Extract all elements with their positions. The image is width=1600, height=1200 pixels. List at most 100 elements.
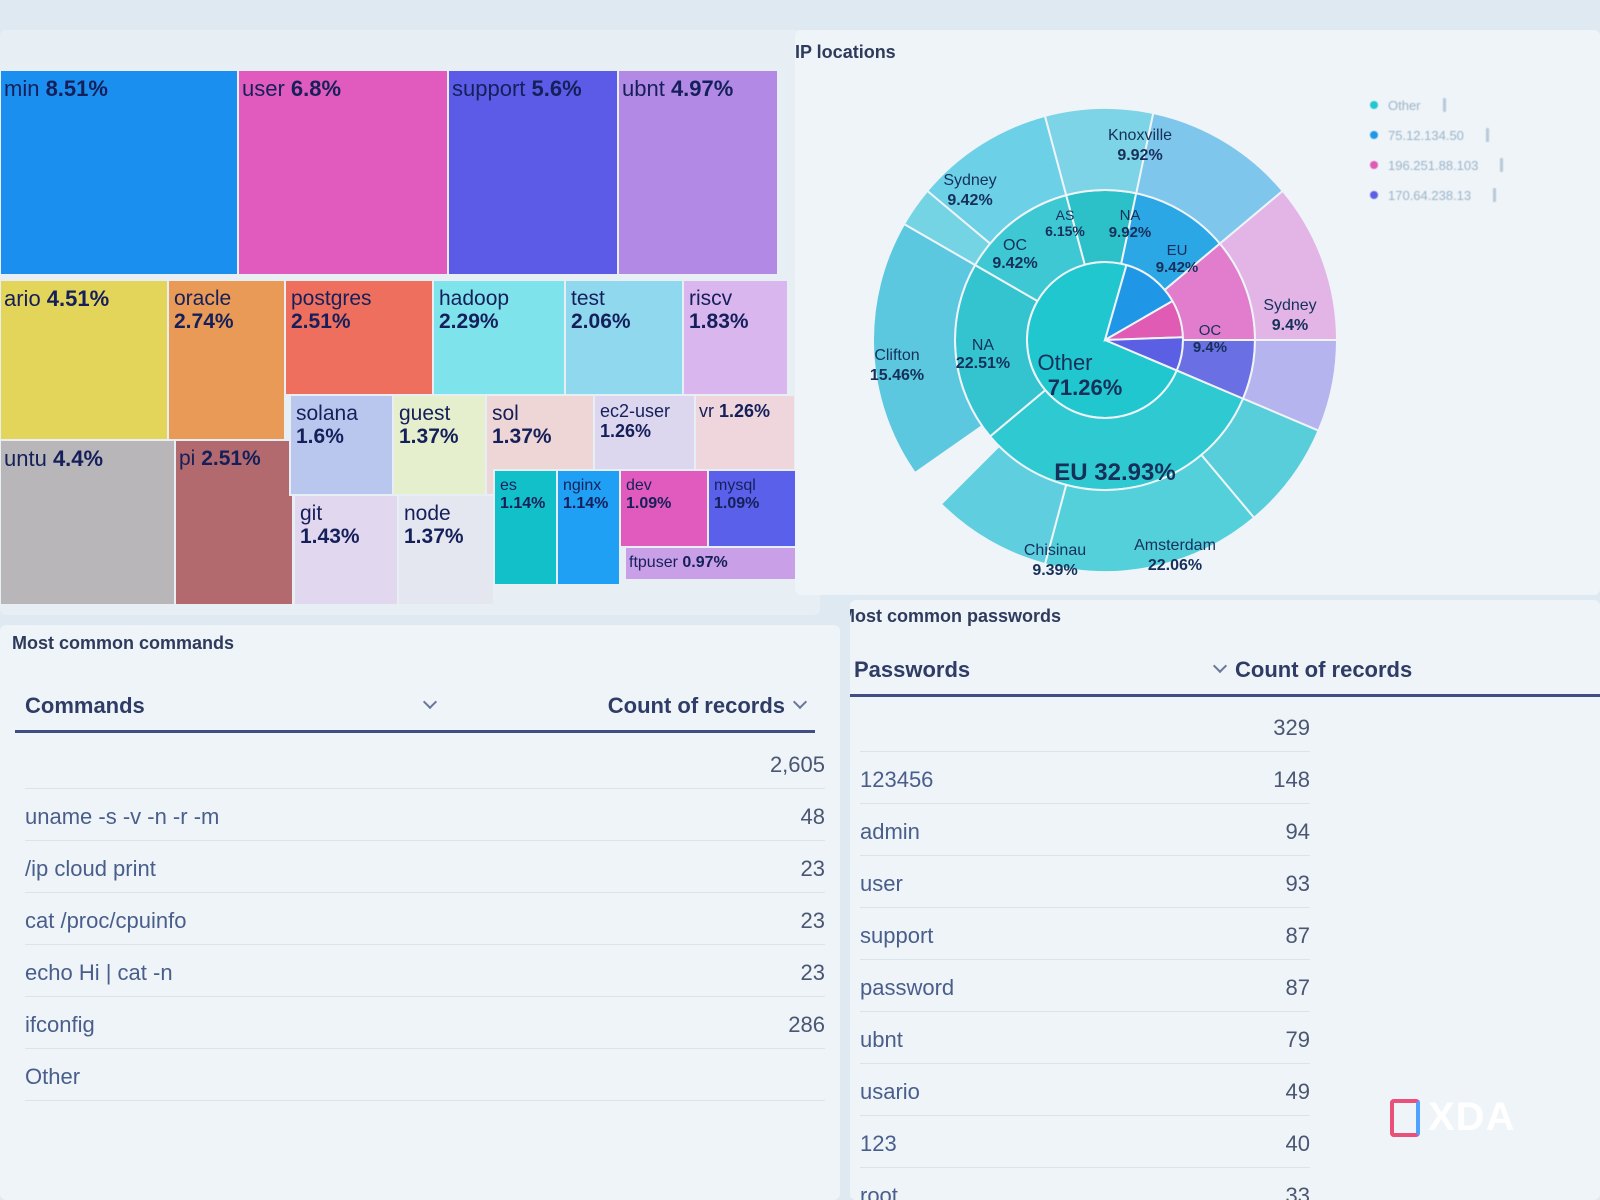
column-header-passwords[interactable]: Passwords — [854, 656, 971, 682]
table-row[interactable]: user 93 — [860, 856, 1310, 908]
panel-title: Most common passwords — [850, 606, 1062, 626]
treemap-cell-untu[interactable]: untu 4.4% — [0, 439, 179, 606]
chevron-down-icon[interactable] — [422, 694, 438, 709]
legend-action-icon[interactable] — [1493, 188, 1497, 202]
treemap-cell-pi[interactable]: pi 2.51% — [174, 439, 294, 606]
table-row[interactable]: echo Hi | cat -n 23 — [25, 945, 825, 997]
treemap-label: postgres — [291, 287, 372, 310]
treemap-cell-ario[interactable]: ario 4.51% — [0, 279, 171, 441]
treemap-label: hadoop — [439, 287, 509, 310]
legend-item[interactable]: 170.64.238.13 — [1370, 180, 1503, 210]
treemap-label: ftpuser 0.97% — [629, 554, 728, 571]
treemap-label: user 6.8% — [242, 76, 341, 101]
count-cell: 48 — [800, 804, 825, 829]
treemap-rect — [432, 279, 566, 396]
chevron-down-icon[interactable] — [792, 694, 808, 709]
table-row[interactable]: uname -s -v -n -r -m 48 — [25, 789, 825, 841]
treemap-cell-ftpuser[interactable]: ftpuser 0.97% — [624, 546, 801, 581]
treemap-value: 1.26% — [600, 421, 651, 441]
legend-action-icon[interactable] — [1442, 98, 1446, 112]
treemap-label: nginx — [563, 477, 601, 494]
outer-segment-value: 9.92% — [1117, 147, 1162, 164]
column-header-count[interactable]: Count of records — [1235, 656, 1413, 682]
treemap-label: dev — [626, 477, 652, 494]
password-cell: 123456 — [860, 767, 934, 792]
outer-segment-value: 22.06% — [1148, 557, 1202, 574]
sunburst-outer-slice[interactable] — [939, 444, 1068, 566]
treemap-value: 2.29% — [439, 310, 499, 333]
middle-segment-label: NA — [972, 337, 995, 354]
treemap-label: git — [300, 502, 322, 525]
center-value: 71.26% — [1048, 375, 1123, 400]
middle-segment-value: 9.4% — [1193, 339, 1227, 356]
treemap-cell-support[interactable]: support 5.6% — [447, 70, 619, 276]
legend-item[interactable]: 196.251.88.103 — [1370, 150, 1504, 180]
column-header-commands[interactable]: Commands — [25, 692, 145, 718]
table-row[interactable]: 123 40 — [860, 1116, 1310, 1168]
legend-item[interactable]: 75.12.134.50 — [1370, 120, 1503, 150]
xda-logo: XDA — [1390, 1095, 1515, 1140]
outer-segment-label: Chisinau — [1024, 542, 1086, 559]
treemap-value: 1.09% — [626, 495, 671, 512]
treemap-cell-es[interactable]: es1.14% — [493, 469, 558, 586]
middle-segment-value: 9.42% — [1156, 259, 1199, 276]
treemap-cell-min[interactable]: min 8.51% — [0, 70, 244, 276]
table-header: Passwords Count of records — [850, 645, 1600, 697]
sunburst-outer-slice[interactable] — [1200, 397, 1320, 520]
table-row[interactable]: 123456 148 — [860, 752, 1310, 804]
treemap-cell-ubnt[interactable]: ubnt 4.97% — [617, 70, 779, 276]
chevron-down-icon[interactable] — [1212, 658, 1228, 673]
middle-segment-value: 9.92% — [1109, 224, 1152, 241]
middle-segment-label: EU 32.93% — [1054, 459, 1175, 486]
table-row[interactable]: root 33 — [860, 1168, 1310, 1200]
sunburst-outer-slice[interactable] — [902, 189, 992, 267]
legend-action-icon[interactable] — [1500, 158, 1504, 172]
table-row[interactable]: support 87 — [860, 908, 1310, 960]
sunburst-outer-slice[interactable] — [1043, 107, 1155, 197]
treemap-value: 1.09% — [714, 495, 759, 512]
treemap-value: 2.06% — [571, 310, 631, 333]
command-cell: /ip cloud print — [25, 856, 156, 881]
table-row[interactable]: admin 94 — [860, 804, 1310, 856]
middle-segment-label: AS — [1056, 207, 1075, 223]
treemap-cell-user[interactable]: user 6.8% — [237, 70, 449, 276]
password-cell: usario — [860, 1079, 920, 1104]
treemap-value: 1.83% — [689, 310, 749, 333]
treemap-label: mysql — [714, 477, 756, 494]
legend-item[interactable]: Other — [1370, 90, 1503, 120]
treemap-rect — [556, 469, 621, 586]
treemap-rect — [0, 279, 171, 441]
xda-logo-text: XDA — [1428, 1095, 1516, 1139]
treemap-label: pi 2.51% — [179, 447, 261, 470]
treemap-value: 1.43% — [300, 525, 360, 548]
count-cell: 79 — [1285, 1027, 1310, 1052]
table-row[interactable]: 2,605 — [25, 737, 825, 789]
table-row[interactable]: /ip cloud print 23 — [25, 841, 825, 893]
table-row[interactable]: Other — [25, 1049, 825, 1101]
table-row[interactable]: password 87 — [860, 960, 1310, 1012]
table-row[interactable]: cat /proc/cpuinfo 23 — [25, 893, 825, 945]
treemap-value: 1.14% — [563, 495, 608, 512]
treemap-cell-vr[interactable]: vr 1.26% — [694, 394, 796, 471]
table-row[interactable]: ubnt 79 — [860, 1012, 1310, 1064]
legend-action-icon[interactable] — [1485, 128, 1489, 142]
table-row[interactable]: 329 — [860, 700, 1310, 752]
column-header-count[interactable]: Count of records — [607, 692, 785, 718]
treemap-panel: min 8.51% user 6.8% support 5.6% ubnt 4.97%… — [0, 30, 820, 615]
treemap-rect — [0, 70, 244, 276]
table-row[interactable]: usario 49 — [860, 1064, 1310, 1116]
table-row[interactable]: ifconfig 286 — [25, 997, 825, 1049]
